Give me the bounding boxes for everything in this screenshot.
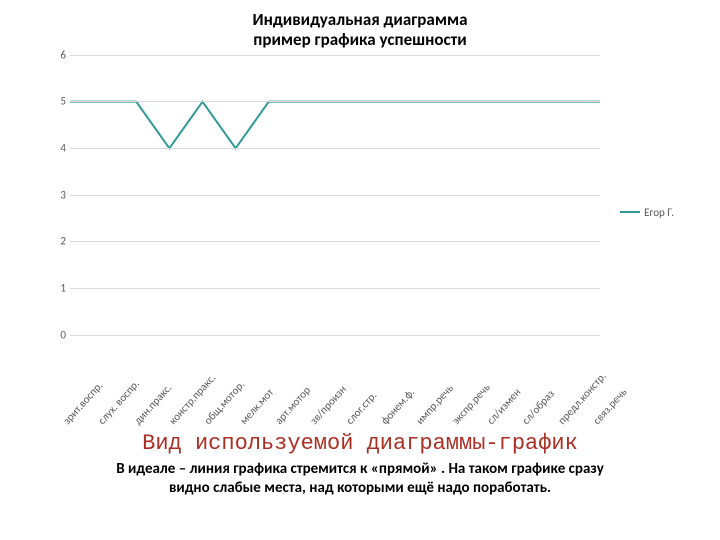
x-axis-labels: зрит.воспр.слух. воспр.дин.пракс.констр.…: [40, 337, 680, 427]
plot-area: Егор Г. 0123456: [70, 55, 600, 335]
gridline: [70, 241, 600, 242]
y-tick-label: 5: [50, 95, 66, 108]
body-text: В идеале – линия графика стремится к «пр…: [0, 456, 720, 498]
chart-area: Егор Г. 0123456: [40, 55, 680, 335]
x-tick-label: импр.речь: [414, 381, 457, 426]
legend-label: Егор Г.: [644, 206, 674, 219]
body-line2: видно слабые места, над которыми ещё над…: [40, 479, 680, 498]
gridline: [70, 55, 600, 56]
x-tick-label: зв/произн: [308, 382, 350, 426]
y-tick-label: 1: [50, 282, 66, 295]
x-tick-label: фонем.ф.: [378, 386, 417, 427]
chart-title-line1: Индивидуальная диаграмма: [0, 10, 720, 30]
legend: Егор Г.: [620, 206, 674, 219]
y-tick-label: 4: [50, 142, 66, 155]
body-line1: В идеале – линия графика стремится к «пр…: [40, 460, 680, 479]
y-tick-label: 2: [50, 235, 66, 248]
x-tick-label: сл/образ: [520, 387, 558, 427]
gridline: [70, 148, 600, 149]
legend-swatch: [620, 211, 640, 213]
gridline: [70, 195, 600, 196]
chart-title-line2: пример графика успешности: [0, 30, 720, 50]
chart-title: Индивидуальная диаграмма пример графика …: [0, 0, 720, 51]
subtitle: Вид используемой диаграммы-график: [0, 431, 720, 456]
x-tick-label: мелк.мот: [237, 386, 276, 427]
y-tick-label: 3: [50, 188, 66, 201]
gridline: [70, 288, 600, 289]
gridline: [70, 335, 600, 336]
x-tick-label: арт.мотор: [272, 384, 313, 427]
gridline: [70, 101, 600, 102]
y-tick-label: 6: [50, 48, 66, 61]
x-tick-label: слог.стр.: [343, 389, 379, 427]
